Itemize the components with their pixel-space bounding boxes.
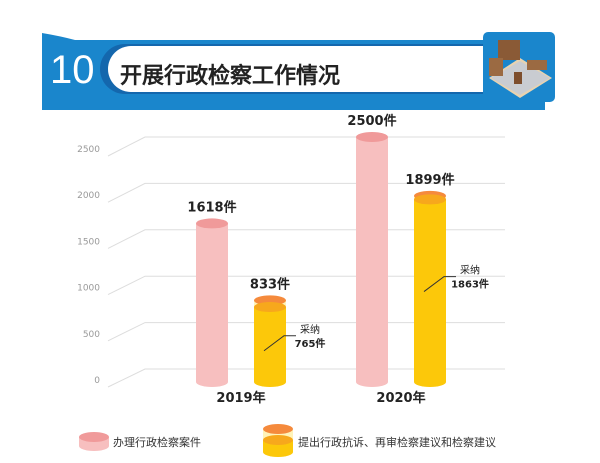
x-tick-label: 2019年: [216, 390, 265, 406]
accepted-value: 765件: [295, 337, 326, 350]
x-tick-label: 2020年: [376, 390, 425, 406]
bar-accepted-body: [254, 307, 286, 387]
section-number: 10: [50, 48, 95, 92]
accepted-label: 采纳: [300, 323, 320, 336]
y-tick-label: 1500: [77, 237, 100, 247]
data-label: 2500件: [347, 113, 396, 129]
accepted-label: 采纳: [460, 264, 480, 277]
legend-label: 办理行政检察案件: [113, 435, 201, 449]
y-tick-label: 500: [83, 330, 100, 340]
bar-accepted-top: [254, 302, 286, 313]
bar-handled-body: [196, 223, 228, 387]
bar-accepted-body: [414, 199, 446, 387]
data-label: 1618件: [187, 199, 236, 215]
callout-line: [263, 335, 296, 352]
bar-handled-top: [196, 218, 228, 229]
legend-swatch-handled-top: [79, 432, 109, 442]
gridline: [107, 136, 505, 157]
header-banner: [42, 32, 555, 110]
legend-swatch-proposed-top: [263, 424, 293, 434]
y-tick-label: 2500: [77, 145, 100, 155]
data-label: 1899件: [405, 172, 454, 188]
callout-line: [423, 276, 456, 292]
y-tick-label: 0: [94, 376, 100, 386]
y-tick-label: 1000: [77, 284, 100, 294]
data-label: 833件: [250, 276, 290, 292]
legend-swatch-accepted-top: [263, 435, 293, 445]
page-title: 开展行政检察工作情况: [120, 64, 341, 89]
accepted-value: 1863件: [451, 278, 489, 291]
legend-label: 提出行政抗诉、再审检察建议和检察建议: [298, 435, 496, 449]
bar-handled-top: [356, 132, 388, 142]
y-tick-label: 2000: [77, 191, 100, 201]
courtroom-illustration: [483, 32, 555, 102]
bar-handled-body: [356, 137, 388, 387]
bar-accepted-top: [414, 194, 446, 205]
